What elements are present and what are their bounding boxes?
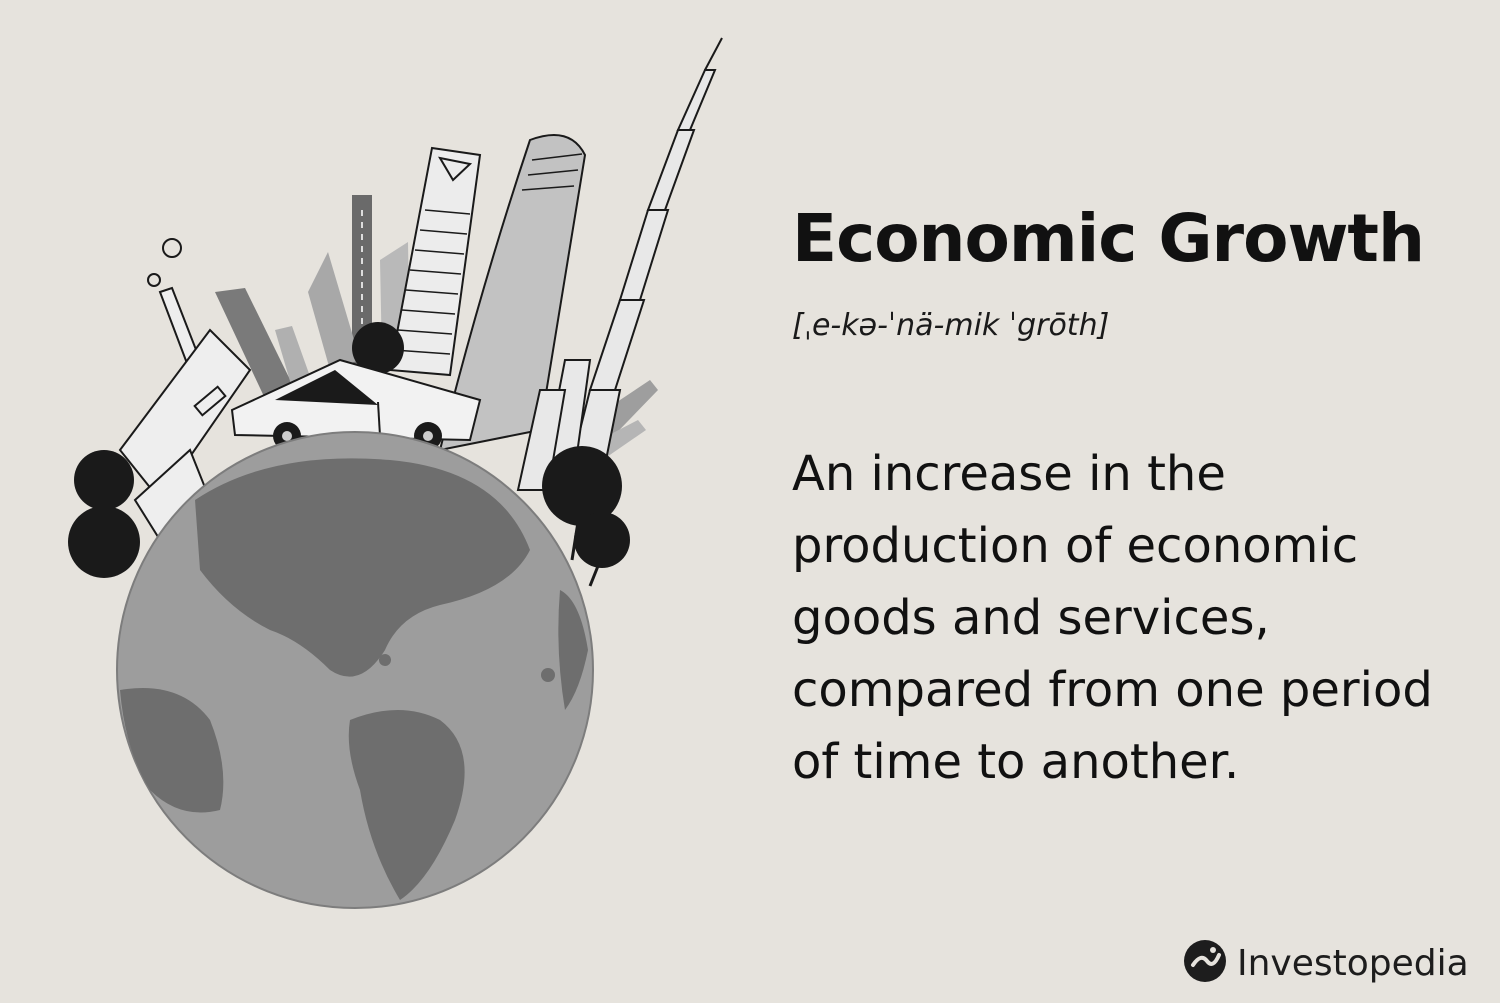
definition-text: An increase in the production of economi… — [792, 446, 1433, 790]
page-title: Economic Growth — [792, 200, 1425, 277]
factory — [118, 286, 252, 542]
globe — [116, 431, 594, 909]
brand-name: Investopedia — [1237, 942, 1469, 984]
pronunciation: [ˌe-kə-ˈnä-mik ˈgrōth] — [792, 308, 1110, 343]
pyramid-tower — [388, 146, 482, 377]
trees — [68, 446, 630, 587]
brand-logo: Investopedia — [1183, 935, 1469, 991]
globe-city-illustration — [68, 37, 723, 909]
investopedia-logo-icon — [1183, 939, 1227, 988]
smoke — [147, 238, 182, 287]
